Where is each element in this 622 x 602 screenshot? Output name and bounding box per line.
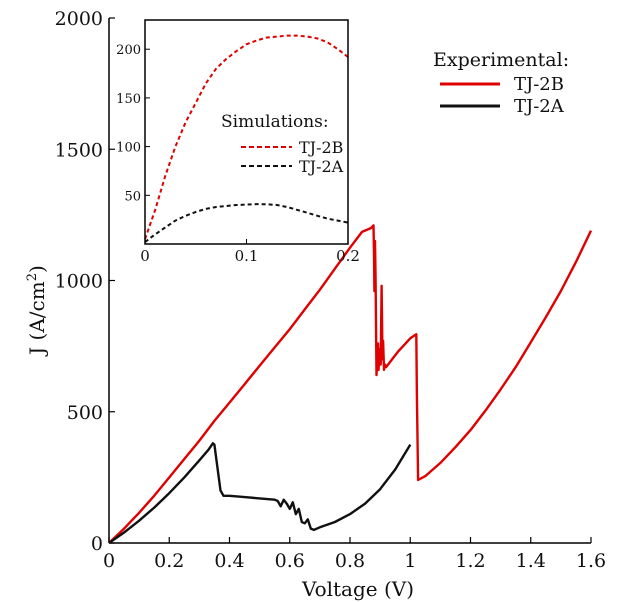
inset-series (144, 34, 349, 243)
y-tick-label-0: 0 (91, 533, 103, 555)
y-axis-label: J (A/cm2) (25, 265, 49, 357)
x-tick-label-0-2: 0.2 (154, 550, 184, 572)
x-tick-label-0-6: 0.6 (275, 550, 305, 572)
y-tick-label-2000: 2000 (55, 8, 103, 30)
x-tick-label-1-2: 1.2 (455, 550, 485, 572)
x-tick-label-1-6: 1.6 (576, 550, 606, 572)
main-series (108, 224, 593, 544)
main-x-ticks: 0 0.2 0.4 0.6 0.8 1 1.2 1.4 1.6 (103, 537, 606, 572)
y-tick-label-1500: 1500 (55, 139, 103, 161)
inset-y-tick-label-100: 100 (116, 141, 141, 156)
experimental-legend-title: Experimental: (433, 49, 569, 71)
inset-y-tick-label-50: 50 (124, 189, 141, 204)
main-y-ticks: 0 500 1000 1500 2000 (55, 8, 115, 555)
simulations-legend-title: Simulations: (221, 112, 329, 132)
inset-y-ticks: 50 100 150 200 (116, 43, 150, 204)
sim-legend-label-tj-2a: TJ-2A (299, 157, 344, 176)
sim-legend-label-tj-2b: TJ-2B (299, 138, 343, 157)
series-line-tj-2a (108, 442, 412, 544)
inset-y-tick-label-150: 150 (116, 92, 141, 107)
inset-x-tick-label-0-1: 0.1 (235, 247, 259, 265)
x-tick-label-1-4: 1.4 (516, 550, 546, 572)
x-tick-label-0: 0 (103, 550, 115, 572)
x-tick-label-0-4: 0.4 (214, 550, 244, 572)
simulations-legend: Simulations: TJ-2B TJ-2A (221, 112, 344, 176)
legend-label-tj-2b: TJ-2B (514, 74, 564, 95)
main-plot: 0 0.2 0.4 0.6 0.8 1 1.2 1.4 1.6 0500100015002000… (25, 8, 606, 601)
inset-background (145, 20, 348, 244)
inset-x-tick-label-0: 0 (140, 247, 150, 265)
inset-x-tick-label-0-2: 0.2 (336, 247, 360, 265)
series-line-tj-2b (108, 224, 593, 544)
x-tick-label-0-8: 0.8 (335, 550, 365, 572)
inset-series-line-tj-2b (144, 34, 349, 240)
inset-y-tick-label-200: 200 (116, 43, 141, 58)
y-tick-label-500: 500 (67, 402, 103, 424)
x-axis-label: Voltage (V) (301, 577, 414, 601)
y-tick-label-1000: 1000 (55, 271, 103, 293)
x-tick-label-1: 1 (404, 550, 416, 572)
experimental-legend: Experimental: TJ-2B TJ-2A (433, 49, 569, 117)
legend-label-tj-2a: TJ-2A (514, 96, 565, 117)
inset-x-ticks: 0 0.1 0.2 (140, 239, 360, 265)
inset-plot: 0 0.1 0.2 50 100 150 200 Simulations: TJ-2B T… (116, 19, 360, 265)
